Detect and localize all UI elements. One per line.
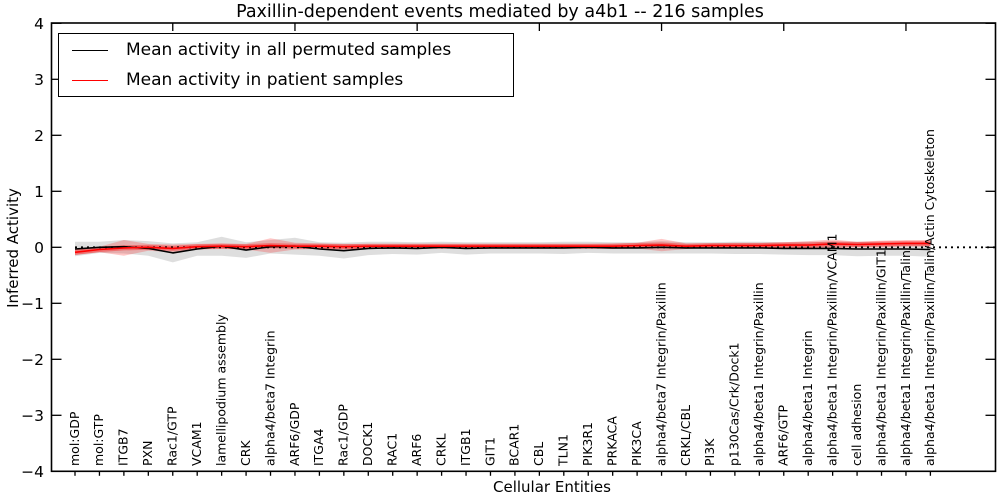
x-category-label: alpha4/beta1 Integrin/Paxillin/Talin/Act… [922,129,937,466]
x-category-label: PIK3R1 [580,422,595,466]
x-category-label: PI3K [702,438,717,466]
legend-box: Mean activity in all permuted samples Me… [58,33,514,97]
y-tick-label: 4 [34,15,44,33]
x-category-label: ITGB7 [116,428,131,466]
x-category-label: p130Cas/Crk/Dock1 [727,342,742,466]
x-category-label: CBL [531,442,546,466]
x-category-label: PXN [140,441,155,466]
y-tick-label: 0 [34,239,44,257]
x-axis-label: Cellular Entities [493,478,611,496]
x-category-label: CRKL [433,433,448,466]
patient-mean-line [74,242,931,254]
x-category-label: ITGB1 [458,428,473,466]
y-tick-label: 2 [34,127,44,145]
x-category-label: mol:GTP [91,414,106,466]
x-category-label: alpha4/beta1 Integrin/Paxillin/GIT1 [873,249,888,466]
x-category-label: BCAR1 [507,424,522,466]
x-category-label: Rac1/GDP [336,404,351,466]
x-category-label: ARF6/GDP [287,402,302,466]
x-category-label: mol:GDP [67,411,82,466]
legend-item-permuted: Mean activity in all permuted samples [59,36,513,64]
legend-label: Mean activity in all permuted samples [126,40,452,60]
x-category-label: TLN1 [556,434,571,467]
y-tick-label: −2 [21,351,44,369]
y-tick-label: −3 [21,407,44,425]
x-category-label: ARF6 [409,434,424,466]
x-category-label: RAC1 [385,433,400,466]
legend-label: Mean activity in patient samples [126,70,404,90]
x-category-label: alpha4/beta1 Integrin [800,330,815,466]
x-category-label: lamellipodium assembly [213,314,228,466]
y-tick-label: −4 [21,463,44,481]
legend-line-red [72,79,108,81]
y-axis-label: Inferred Activity [4,188,22,308]
x-category-label: alpha4/beta1 Integrin/Paxillin/VCAM1 [824,234,839,466]
x-category-label: alpha4/beta7 Integrin/Paxillin [653,282,668,466]
x-category-label: DOCK1 [360,422,375,466]
x-category-label: VCAM1 [189,421,204,466]
x-category-label: alpha4/beta1 Integrin/Paxillin [751,282,766,466]
chart-title: Paxillin-dependent events mediated by a4… [236,2,764,22]
x-category-label: ITGA4 [311,428,326,466]
x-category-label: alpha4/beta7 Integrin [262,330,277,466]
y-tick-label: 3 [34,71,44,89]
x-category-label: CRKL/CBL [678,405,693,466]
x-category-label: cell adhesion [849,384,864,466]
x-category-label: alpha4/beta1 Integrin/Paxillin/Talin [898,250,913,466]
x-category-label: Rac1/GTP [165,406,180,466]
y-tick-label: 1 [34,183,44,201]
x-category-label: PRKACA [604,416,619,466]
x-category-label: ARF6/GTP [776,405,791,466]
legend-item-patient: Mean activity in patient samples [59,66,513,94]
x-category-label: GIT1 [482,437,497,466]
x-category-label: CRK [238,440,253,466]
permuted-band [75,236,931,263]
x-category-label: PIK3CA [629,421,644,466]
legend-line-black [72,49,108,51]
y-tick-label: −1 [21,295,44,313]
